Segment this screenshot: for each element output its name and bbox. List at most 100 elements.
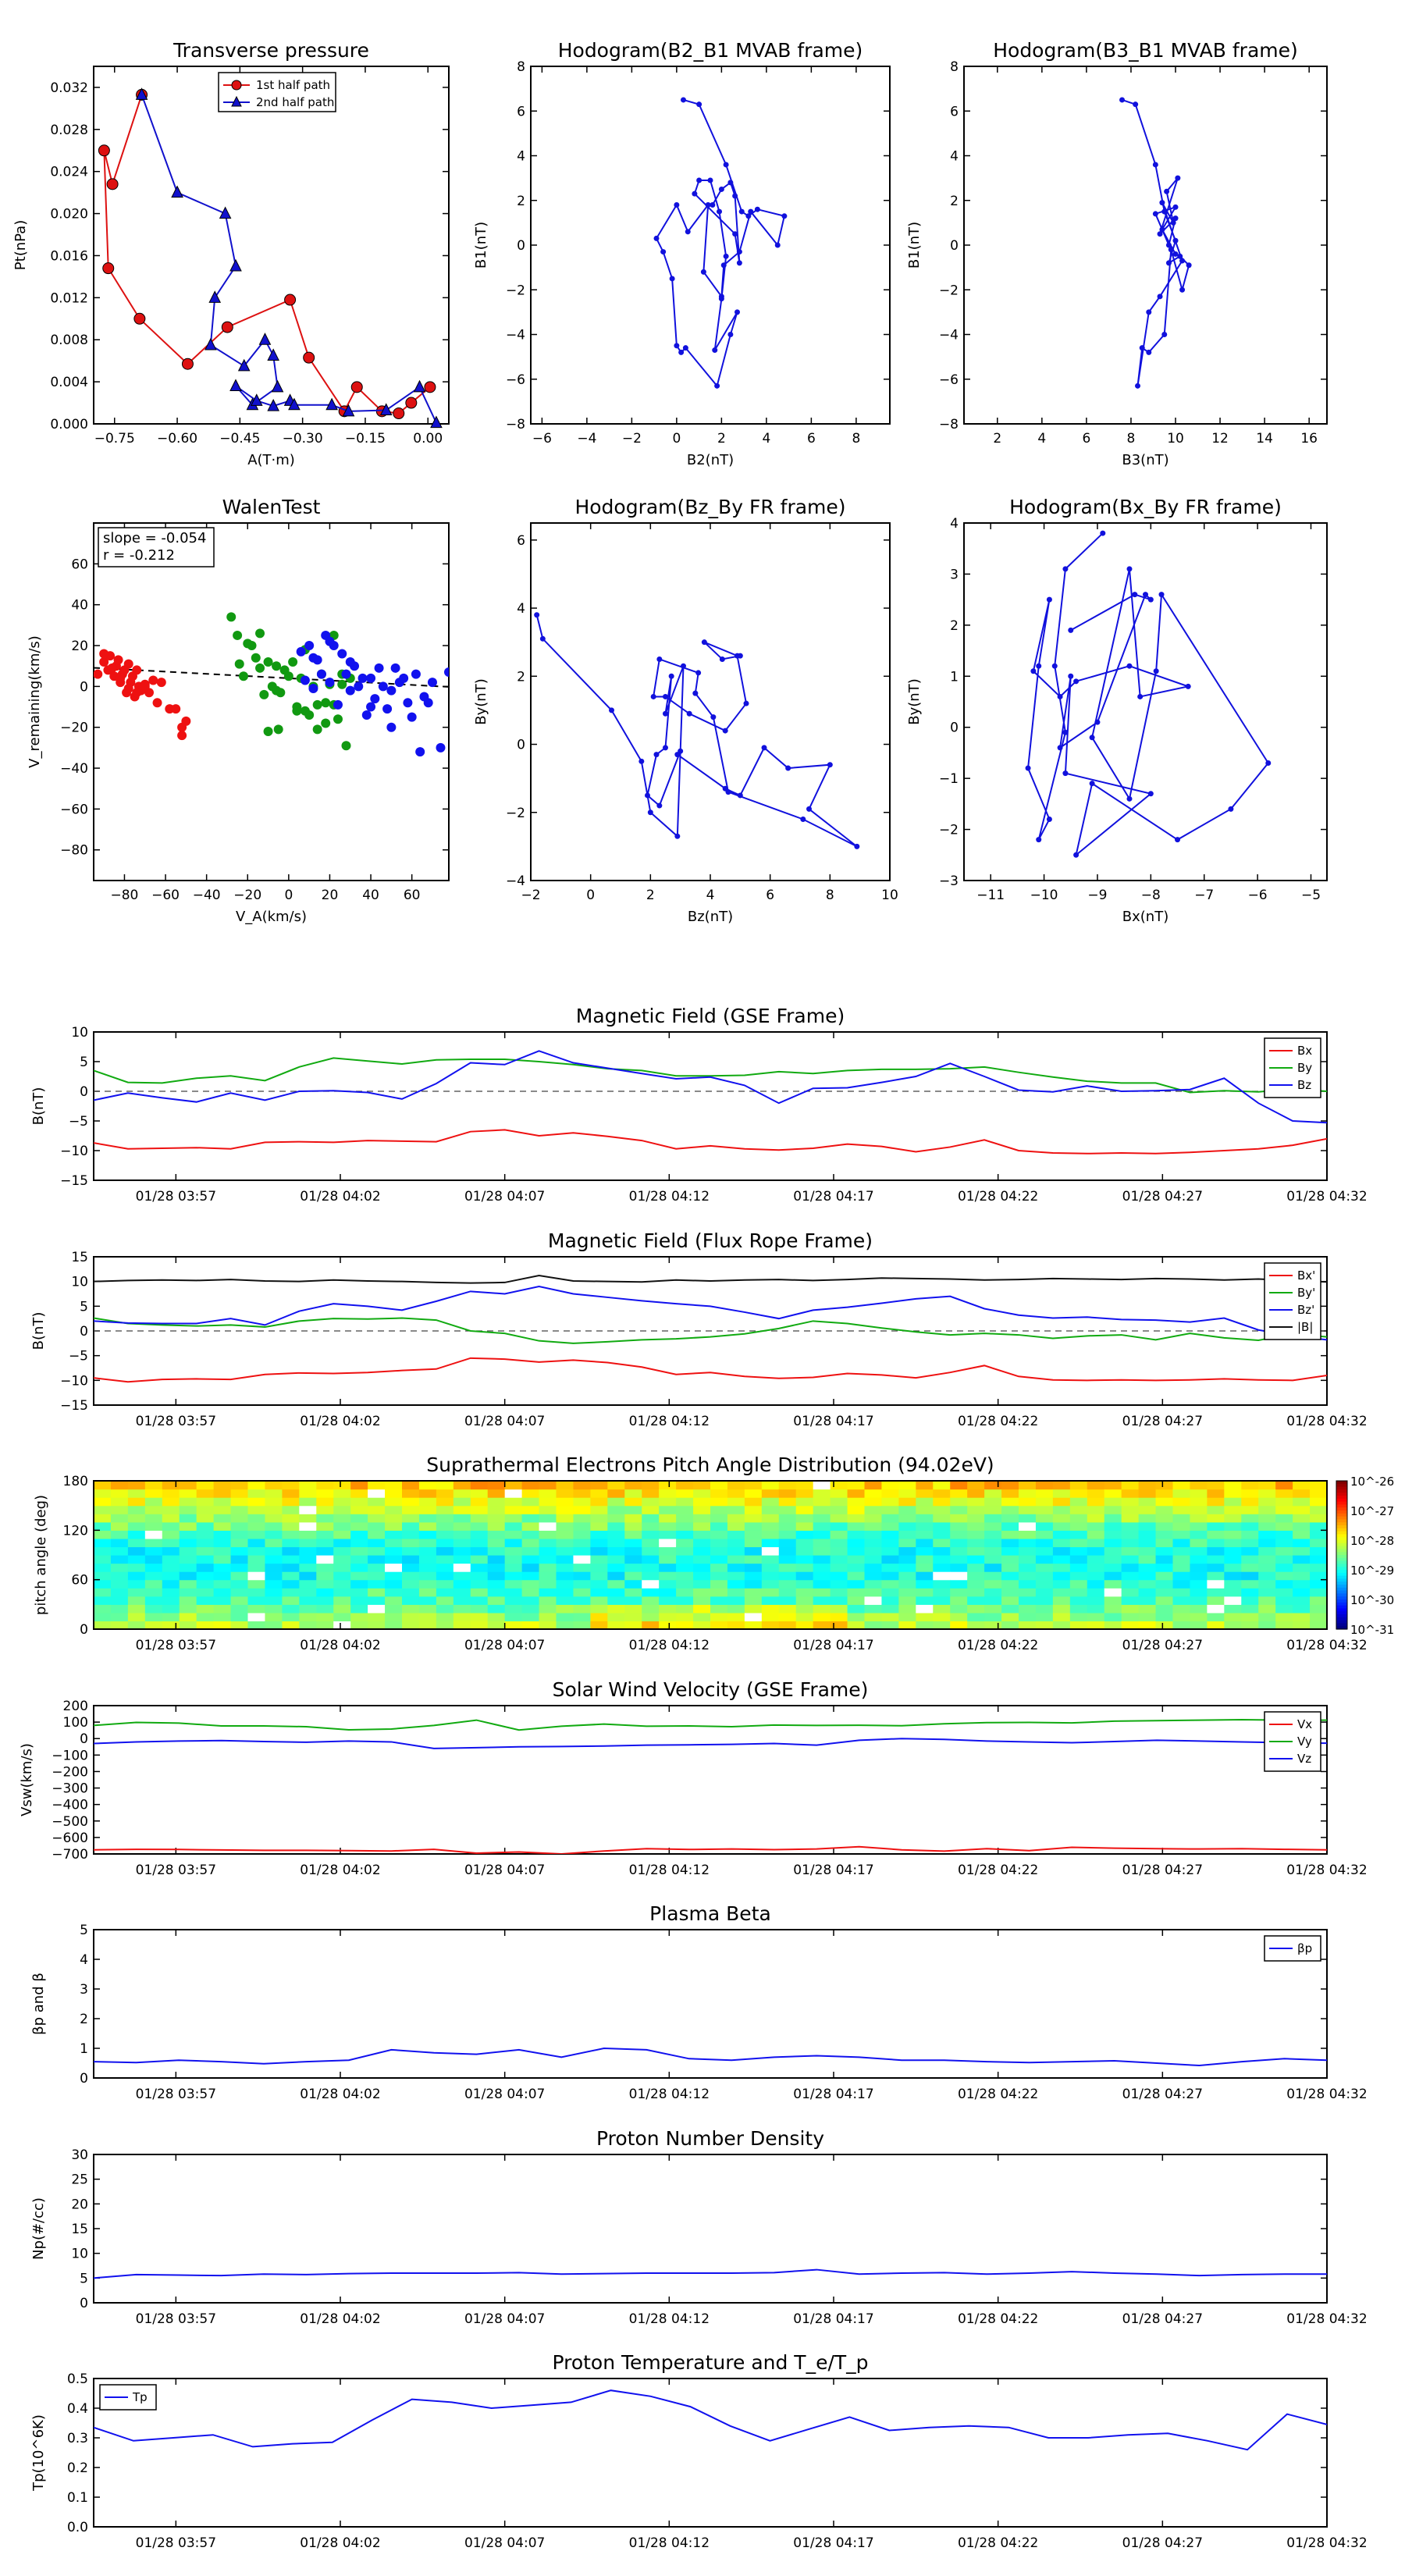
heatmap-cell xyxy=(487,1538,506,1548)
x-tick-label: 60 xyxy=(404,888,421,903)
y-tick-label: 2 xyxy=(950,194,959,209)
heatmap-cell xyxy=(402,1538,420,1548)
chart-h1: Hodogram(B2_B1 MVAB frame)−8−6−4−202468−… xyxy=(473,39,891,468)
heatmap-cell xyxy=(368,1596,386,1605)
heatmap-cell xyxy=(402,1563,420,1572)
heatmap-cell xyxy=(1121,1489,1140,1498)
heatmap-cell xyxy=(984,1538,1002,1548)
heatmap-cell xyxy=(539,1596,557,1605)
heatmap-cell xyxy=(316,1489,334,1498)
heatmap-cell xyxy=(898,1596,916,1605)
heatmap-cell xyxy=(898,1489,916,1498)
heatmap-cell xyxy=(350,1563,368,1572)
heatmap-cell xyxy=(933,1612,951,1622)
heatmap-cell xyxy=(727,1588,745,1597)
heatmap-cell xyxy=(727,1612,745,1622)
heatmap-cell xyxy=(1275,1621,1293,1630)
heatmap-cell xyxy=(230,1489,249,1498)
heatmap-cell xyxy=(1087,1612,1105,1622)
heatmap-cell xyxy=(470,1563,489,1572)
legend-label: By' xyxy=(1297,1286,1315,1300)
heatmap-cell xyxy=(470,1604,489,1614)
heatmap-cell xyxy=(778,1514,797,1523)
heatmap-cell xyxy=(282,1546,300,1556)
data-point xyxy=(1168,247,1174,253)
heatmap-cell xyxy=(521,1563,540,1572)
time-tick-label: 01/28 04:22 xyxy=(958,2535,1038,2551)
heatmap-cell xyxy=(350,1579,368,1589)
heatmap-cell xyxy=(110,1530,129,1539)
heatmap-cell xyxy=(744,1612,763,1622)
colorbar-step xyxy=(1336,1585,1347,1589)
heatmap-cell xyxy=(1172,1546,1191,1556)
heatmap-cell xyxy=(1275,1538,1293,1548)
heatmap-cell xyxy=(967,1497,985,1507)
data-point xyxy=(382,704,393,714)
heatmap-cell xyxy=(778,1588,797,1597)
x-tick-label: −10 xyxy=(1030,888,1058,903)
y-tick-label: 0 xyxy=(80,2296,88,2311)
colorbar-step xyxy=(1336,1564,1347,1567)
heatmap-cell xyxy=(539,1489,557,1498)
colorbar-step xyxy=(1336,1572,1347,1577)
heatmap-cell xyxy=(453,1497,471,1507)
heatmap-cell xyxy=(521,1596,540,1605)
heatmap-cell xyxy=(1258,1579,1276,1589)
heatmap-cell xyxy=(916,1505,934,1514)
heatmap-cell xyxy=(813,1604,831,1614)
heatmap-cell xyxy=(1241,1497,1259,1507)
heatmap-cell xyxy=(607,1579,625,1589)
heatmap-cell xyxy=(1155,1505,1174,1514)
heatmap-cell xyxy=(744,1604,763,1614)
data-point xyxy=(737,792,743,799)
heatmap-cell xyxy=(607,1521,625,1531)
data-point xyxy=(727,180,734,186)
heatmap-cell xyxy=(1241,1546,1259,1556)
x-tick-label: −11 xyxy=(976,888,1005,903)
heatmap-cell xyxy=(436,1621,454,1630)
heatmap-cell xyxy=(1155,1555,1174,1564)
heatmap-cell xyxy=(1052,1596,1071,1605)
heatmap-cell xyxy=(539,1530,557,1539)
heatmap-cell xyxy=(1087,1505,1105,1514)
heatmap-cell xyxy=(1019,1530,1037,1539)
plot-frame xyxy=(93,1929,1328,2079)
time-tick-label: 01/28 03:57 xyxy=(136,1414,216,1429)
heatmap-cell xyxy=(813,1505,831,1514)
data-point xyxy=(234,659,244,669)
heatmap-cell xyxy=(1121,1497,1140,1507)
heatmap-cell xyxy=(470,1530,489,1539)
heatmap-cell xyxy=(659,1621,677,1630)
data-point xyxy=(390,663,400,673)
heatmap-cell xyxy=(881,1612,899,1622)
heatmap-cell xyxy=(744,1514,763,1523)
y-tick-label: 10 xyxy=(71,2247,88,2262)
heatmap-cell xyxy=(795,1497,814,1507)
data-point xyxy=(1051,663,1058,669)
x-tick-label: −0.60 xyxy=(157,431,197,447)
heatmap-cell xyxy=(162,1588,180,1597)
heatmap-cell xyxy=(144,1489,163,1498)
heatmap-cell xyxy=(282,1530,300,1539)
y-tick-label: 6 xyxy=(517,104,525,119)
heatmap-cell xyxy=(1241,1571,1259,1581)
data-point xyxy=(736,260,742,266)
heatmap-cell xyxy=(642,1546,660,1556)
colorbar-label: 10^-30 xyxy=(1350,1593,1394,1607)
heatmap-cell xyxy=(1224,1579,1242,1589)
heatmap-cell xyxy=(1224,1505,1242,1514)
heatmap-cell xyxy=(1001,1621,1019,1630)
heatmap-cell xyxy=(282,1621,300,1630)
heatmap-cell xyxy=(864,1563,883,1572)
heatmap-cell xyxy=(1172,1530,1191,1539)
heatmap-cell xyxy=(487,1555,506,1564)
heatmap-cell xyxy=(1155,1521,1174,1531)
heatmap-cell xyxy=(624,1555,642,1564)
heatmap-cell xyxy=(881,1530,899,1539)
data-point xyxy=(1152,211,1158,217)
heatmap-cell xyxy=(230,1604,249,1614)
heatmap-cell xyxy=(778,1612,797,1622)
y-tick-label: −4 xyxy=(939,328,959,343)
data-point xyxy=(725,789,731,795)
heatmap-cell xyxy=(1104,1538,1122,1548)
